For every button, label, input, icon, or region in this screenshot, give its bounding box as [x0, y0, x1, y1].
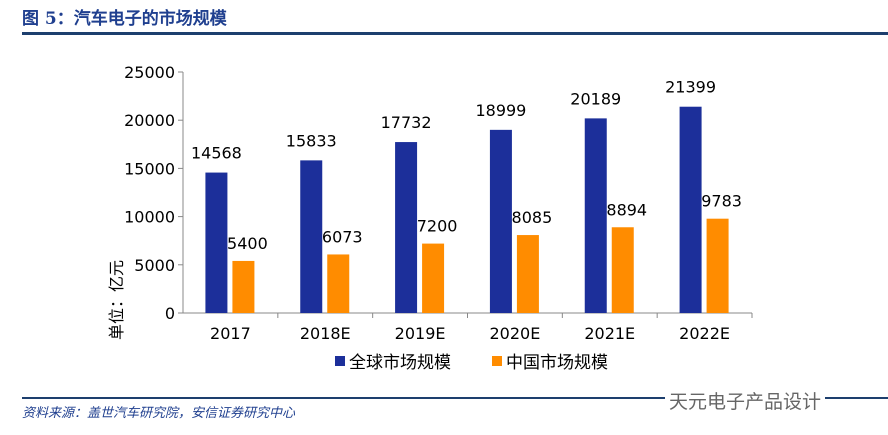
x-tick-label: 2018E — [300, 324, 351, 343]
bar-global — [679, 106, 702, 313]
legend-swatch — [492, 356, 502, 366]
data-label: 18999 — [475, 101, 526, 120]
data-label: 14568 — [191, 144, 242, 163]
y-tick-label: 10000 — [124, 208, 175, 227]
bar-china — [422, 243, 445, 313]
bar-china — [232, 260, 255, 313]
x-tick-label: 2021E — [584, 324, 635, 343]
bar-china — [706, 218, 729, 313]
figure-title: 图 5：汽车电子的市场规模 — [22, 9, 227, 29]
bar-china — [516, 235, 539, 313]
legend-label: 中国市场规模 — [506, 353, 608, 373]
bottom-divider — [22, 397, 888, 399]
bar-global — [395, 142, 418, 313]
bar-global — [489, 129, 512, 313]
data-label: 6073 — [322, 227, 363, 246]
legend-label: 全球市场规模 — [349, 353, 451, 373]
bar-global — [205, 172, 228, 313]
bar-china — [327, 254, 350, 313]
source-note: 资料来源：盖世汽车研究院，安信证券研究中心 — [22, 406, 296, 421]
x-tick-label: 2022E — [679, 324, 730, 343]
y-tick-label: 25000 — [124, 63, 175, 82]
y-tick-label: 0 — [165, 304, 175, 323]
y-axis-label: 单位：亿元 — [107, 260, 126, 340]
watermark: 天元电子产品设计 — [665, 387, 826, 414]
data-label: 20189 — [570, 89, 621, 108]
data-label: 17732 — [381, 113, 432, 132]
x-tick-label: 2019E — [395, 324, 446, 343]
y-tick-label: 15000 — [124, 159, 175, 178]
bar-china — [611, 227, 634, 313]
data-label: 9783 — [701, 192, 742, 211]
x-tick-label: 2020E — [490, 324, 541, 343]
legend-swatch — [335, 356, 345, 366]
x-tick-label: 2017 — [210, 324, 251, 343]
bar-global — [300, 160, 323, 313]
bar-chart: 0 5000 10000 15000 20000 25000 2017 14568 5400 20… — [107, 63, 753, 373]
data-label: 7200 — [417, 217, 458, 236]
y-tick-label: 20000 — [124, 111, 175, 130]
data-label: 15833 — [286, 131, 337, 150]
data-label: 5400 — [227, 234, 268, 253]
data-label: 21399 — [665, 78, 716, 97]
data-label: 8894 — [606, 200, 647, 219]
bar-global — [584, 118, 607, 313]
y-tick-label: 5000 — [134, 256, 175, 275]
data-label: 8085 — [512, 208, 553, 227]
top-divider — [22, 32, 888, 35]
